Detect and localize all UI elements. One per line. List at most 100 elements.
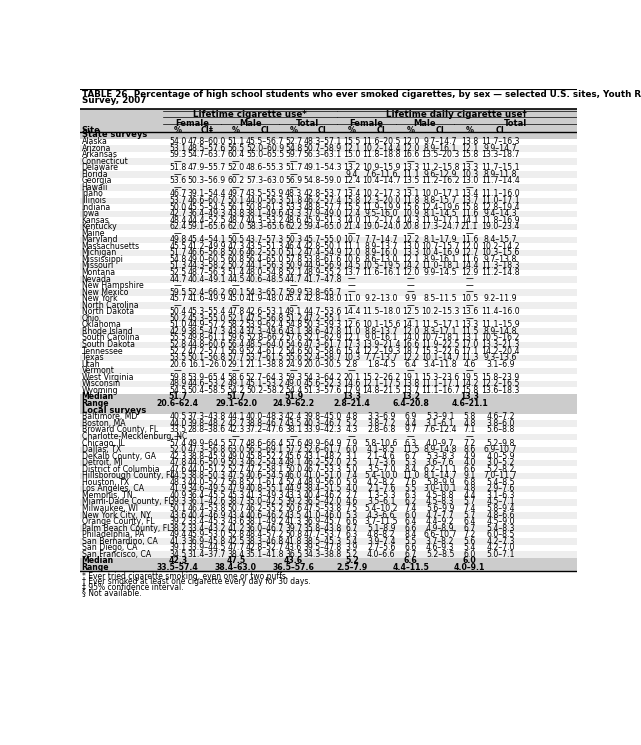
Text: 5.8: 5.8 bbox=[463, 412, 476, 422]
Text: 42.7: 42.7 bbox=[169, 209, 187, 218]
Text: —: — bbox=[466, 432, 474, 441]
Text: 6.0: 6.0 bbox=[463, 557, 476, 565]
Text: 52.0–60.9: 52.0–60.9 bbox=[246, 144, 284, 153]
Text: 43.3: 43.3 bbox=[285, 209, 303, 218]
Text: 62.4: 62.4 bbox=[169, 222, 187, 231]
Text: 9.4: 9.4 bbox=[345, 170, 358, 179]
Text: 2.8: 2.8 bbox=[345, 360, 358, 369]
Text: Female: Female bbox=[175, 118, 209, 127]
Bar bbox=[80, 558, 577, 565]
Text: 46.2–55.2: 46.2–55.2 bbox=[246, 504, 284, 513]
Text: 44.7: 44.7 bbox=[285, 274, 303, 284]
Text: 42.8–48.0: 42.8–48.0 bbox=[303, 294, 342, 303]
Text: 10.5–19.5: 10.5–19.5 bbox=[362, 261, 401, 270]
Text: 40.9: 40.9 bbox=[169, 491, 187, 500]
Text: 50.2: 50.2 bbox=[228, 261, 244, 270]
Text: 39.8–48.2: 39.8–48.2 bbox=[188, 419, 226, 428]
Text: 13.2: 13.2 bbox=[343, 163, 360, 172]
Text: 7.4: 7.4 bbox=[404, 504, 417, 513]
Text: 20.8: 20.8 bbox=[402, 222, 419, 231]
Text: 6.7: 6.7 bbox=[404, 451, 417, 460]
Text: 7.0–11.7: 7.0–11.7 bbox=[484, 472, 517, 481]
Text: 56.4–65.0: 56.4–65.0 bbox=[246, 255, 284, 264]
Text: 13.6–18.3: 13.6–18.3 bbox=[481, 386, 520, 395]
Text: Site: Site bbox=[81, 126, 101, 135]
Text: 50.7: 50.7 bbox=[228, 504, 244, 513]
Text: 3.8–6.0: 3.8–6.0 bbox=[487, 419, 515, 428]
Text: 38.5–47.3: 38.5–47.3 bbox=[188, 327, 226, 336]
Text: 52.4–58.7: 52.4–58.7 bbox=[303, 353, 342, 362]
Text: 39.2: 39.2 bbox=[285, 498, 302, 507]
Text: 38.3–46.8: 38.3–46.8 bbox=[246, 536, 284, 545]
Text: —: — bbox=[407, 366, 415, 375]
Text: 17.1: 17.1 bbox=[461, 346, 478, 355]
Text: 44.0–56.3: 44.0–56.3 bbox=[246, 196, 284, 205]
Text: 13.7: 13.7 bbox=[343, 268, 360, 277]
Text: 6.9: 6.9 bbox=[404, 412, 417, 422]
Text: 60.1: 60.1 bbox=[228, 288, 244, 297]
Text: 3.1–6.3: 3.1–6.3 bbox=[487, 491, 515, 500]
Text: —: — bbox=[466, 229, 474, 238]
Text: 44.9: 44.9 bbox=[285, 484, 303, 493]
Text: Michigan: Michigan bbox=[81, 248, 117, 257]
Text: 59.1–65.6: 59.1–65.6 bbox=[188, 222, 226, 231]
Text: 4.8: 4.8 bbox=[463, 484, 476, 493]
Text: 4.0–9.7: 4.0–9.7 bbox=[426, 439, 454, 448]
Text: 40.6–54.5: 40.6–54.5 bbox=[246, 472, 284, 481]
Text: CI: CI bbox=[377, 126, 386, 135]
Bar bbox=[80, 178, 577, 185]
Text: 8.9–16.0: 8.9–16.0 bbox=[365, 248, 398, 257]
Text: 36.4–45.5: 36.4–45.5 bbox=[188, 491, 226, 500]
Text: 47.5: 47.5 bbox=[228, 472, 244, 481]
Bar bbox=[80, 244, 577, 250]
Text: 48.3: 48.3 bbox=[169, 478, 187, 486]
Text: 50.6: 50.6 bbox=[285, 504, 302, 513]
Text: 50.6: 50.6 bbox=[228, 248, 244, 257]
Text: 5.3: 5.3 bbox=[345, 510, 358, 519]
Text: 53.6: 53.6 bbox=[169, 177, 187, 186]
Text: 13.3–18.7: 13.3–18.7 bbox=[481, 150, 520, 159]
Text: 41.9–48.0: 41.9–48.0 bbox=[246, 294, 284, 303]
Text: 43.6: 43.6 bbox=[285, 543, 303, 552]
Text: 14.6: 14.6 bbox=[343, 379, 360, 388]
Text: 12.2: 12.2 bbox=[402, 353, 419, 362]
Text: 6.6: 6.6 bbox=[463, 465, 476, 474]
Text: Hillsborough County, FL: Hillsborough County, FL bbox=[81, 472, 174, 481]
Text: Maryland: Maryland bbox=[81, 235, 118, 244]
Text: 11.1: 11.1 bbox=[343, 242, 360, 251]
Text: 49.0: 49.0 bbox=[228, 451, 244, 460]
Text: 48.0–54.8: 48.0–54.8 bbox=[246, 268, 284, 277]
Text: 13.1: 13.1 bbox=[461, 334, 478, 343]
Text: 41.0–51.0: 41.0–51.0 bbox=[303, 472, 342, 481]
Text: 12.1: 12.1 bbox=[461, 144, 478, 153]
Text: New York: New York bbox=[81, 294, 117, 303]
Text: 50.3: 50.3 bbox=[228, 458, 244, 467]
Text: 12.1: 12.1 bbox=[402, 255, 419, 264]
Bar bbox=[80, 197, 577, 204]
Text: TABLE 26. Percentage of high school students who ever smoked cigarettes, by sex : TABLE 26. Percentage of high school stud… bbox=[81, 90, 641, 99]
Bar bbox=[80, 159, 577, 165]
Text: North Carolina: North Carolina bbox=[81, 301, 138, 310]
Text: 36.0–46.7: 36.0–46.7 bbox=[246, 524, 284, 533]
Text: 47.5: 47.5 bbox=[226, 557, 246, 565]
Text: 16.1–26.0: 16.1–26.0 bbox=[188, 360, 226, 369]
Text: 59.5: 59.5 bbox=[169, 288, 187, 297]
Text: 59.3: 59.3 bbox=[169, 150, 187, 159]
Text: 11.6–20.5: 11.6–20.5 bbox=[362, 137, 401, 146]
Text: 13.7: 13.7 bbox=[402, 386, 419, 395]
Text: 48.9–55.2: 48.9–55.2 bbox=[303, 268, 342, 277]
Text: 42.8–52.7: 42.8–52.7 bbox=[246, 543, 284, 552]
Text: 15.8: 15.8 bbox=[343, 196, 360, 205]
Bar bbox=[80, 165, 577, 171]
Text: —: — bbox=[174, 366, 181, 375]
Text: 10.0–17.1: 10.0–17.1 bbox=[421, 189, 460, 198]
Text: 37.3–49.6: 37.3–49.6 bbox=[246, 327, 284, 336]
Text: 44.4–52.5: 44.4–52.5 bbox=[188, 215, 226, 224]
Text: 4.4–11.5: 4.4–11.5 bbox=[392, 563, 429, 572]
Text: 50.5–58.6: 50.5–58.6 bbox=[303, 346, 342, 355]
Text: 49.0–60.5: 49.0–60.5 bbox=[188, 255, 226, 264]
Text: 4.9: 4.9 bbox=[463, 451, 476, 460]
Text: * Ever tried cigarette smoking, even one or two puffs.: * Ever tried cigarette smoking, even one… bbox=[81, 572, 288, 581]
Text: 36.4–49.3: 36.4–49.3 bbox=[188, 209, 226, 218]
Bar bbox=[80, 401, 577, 407]
